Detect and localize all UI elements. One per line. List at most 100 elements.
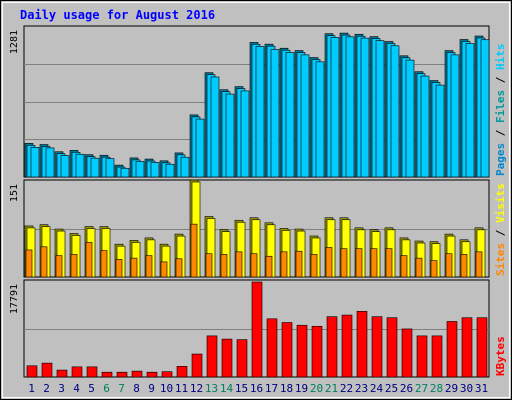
kbytes-bar: [281, 322, 293, 378]
x-tick-label: 28: [430, 382, 443, 395]
kbytes-bar: [236, 339, 248, 378]
kbytes-bar: [56, 369, 68, 378]
files-bar: [300, 54, 310, 178]
kbytes-bar: [341, 314, 353, 378]
kbytes-bar: [446, 321, 458, 378]
kbytes-bar: [221, 338, 233, 378]
sites-bar: [355, 248, 363, 278]
kbytes-bar: [311, 325, 323, 378]
kbytes-bar: [416, 335, 428, 378]
x-tick-label: 7: [118, 382, 125, 395]
kbytes-bar: [251, 281, 263, 378]
files-bar: [135, 161, 145, 178]
files-bar: [435, 84, 445, 178]
legend-pages: Pages: [494, 143, 507, 176]
x-tick-label: 6: [103, 382, 110, 395]
sites-bar: [130, 257, 138, 278]
files-bar: [465, 43, 475, 178]
sites-bar: [415, 257, 423, 278]
sites-bar: [145, 255, 153, 278]
sites-bar: [250, 253, 258, 278]
x-tick-label: 15: [235, 382, 248, 395]
kbytes-bar: [86, 366, 98, 378]
sites-bar: [445, 253, 453, 278]
legend: Pages / Files / Hits: [494, 44, 507, 177]
x-tick-label: 18: [280, 382, 293, 395]
x-tick-label: 9: [148, 382, 155, 395]
x-tick-label: 30: [460, 382, 473, 395]
files-bar: [150, 162, 160, 178]
files-bar: [75, 153, 85, 178]
files-bar: [180, 156, 190, 178]
x-tick-label: 26: [400, 382, 413, 395]
sites-bar: [40, 246, 48, 278]
x-tick-label: 12: [190, 382, 203, 395]
sites-bar: [235, 251, 243, 278]
files-bar: [420, 75, 430, 178]
kbytes-bar: [296, 324, 308, 378]
files-bar: [345, 36, 355, 178]
files-bar: [120, 167, 130, 178]
files-bar: [60, 155, 70, 178]
x-tick-label: 19: [295, 382, 308, 395]
files-bar: [165, 163, 175, 178]
legend: Sites / Visits: [494, 183, 507, 276]
sites-bar: [115, 259, 123, 278]
sites-bar: [475, 251, 483, 278]
x-tick-label: 31: [475, 382, 488, 395]
kbytes-bar: [401, 328, 413, 378]
x-tick-label: 2: [43, 382, 50, 395]
kbytes-bar: [116, 371, 128, 378]
kbytes-bar: [461, 317, 473, 378]
x-tick-label: 10: [160, 382, 173, 395]
legend-visits: Visits: [494, 183, 507, 223]
legend-files: Files: [494, 90, 507, 123]
sites-bar: [55, 255, 63, 278]
x-tick-label: 21: [325, 382, 338, 395]
legend-separator: /: [494, 123, 507, 143]
sites-bar: [25, 249, 33, 278]
files-bar: [45, 147, 55, 178]
y-max-label: 151: [9, 184, 20, 202]
kbytes-bar: [131, 370, 143, 378]
files-bar: [195, 118, 205, 178]
sites-bar: [205, 253, 213, 278]
kbytes-bar: [476, 317, 488, 378]
files-bar: [240, 90, 250, 178]
chart-inner-border: [2, 2, 510, 398]
y-max-label: 17791: [9, 284, 20, 314]
sites-bar: [280, 251, 288, 278]
kbytes-bar: [191, 353, 203, 378]
x-tick-label: 4: [73, 382, 80, 395]
x-tick-label: 14: [220, 382, 234, 395]
kbytes-bar: [161, 371, 173, 378]
x-tick-label: 13: [205, 382, 218, 395]
sites-bar: [85, 242, 93, 278]
sites-bar: [325, 247, 333, 278]
kbytes-bar: [356, 311, 368, 378]
files-bar: [390, 45, 400, 178]
legend: KBytes: [494, 336, 507, 376]
sites-bar: [400, 255, 408, 278]
x-tick-label: 27: [415, 382, 428, 395]
files-bar: [405, 59, 415, 178]
x-tick-label: 25: [385, 382, 398, 395]
files-bar: [450, 54, 460, 178]
kbytes-bar: [206, 335, 218, 378]
kbytes-bar: [326, 316, 338, 378]
sites-bar: [100, 250, 108, 278]
x-tick-label: 17: [265, 382, 278, 395]
sites-bar: [265, 255, 273, 278]
sites-bar: [160, 261, 168, 278]
legend-separator: /: [494, 70, 507, 90]
x-tick-label: 22: [340, 382, 353, 395]
legend-kbytes: KBytes: [494, 336, 507, 376]
y-max-label: 1281: [9, 30, 20, 54]
sites-bar: [460, 254, 468, 278]
kbytes-bar: [371, 316, 383, 378]
sites-bar: [190, 223, 198, 278]
x-tick-label: 16: [250, 382, 263, 395]
files-bar: [105, 158, 115, 178]
